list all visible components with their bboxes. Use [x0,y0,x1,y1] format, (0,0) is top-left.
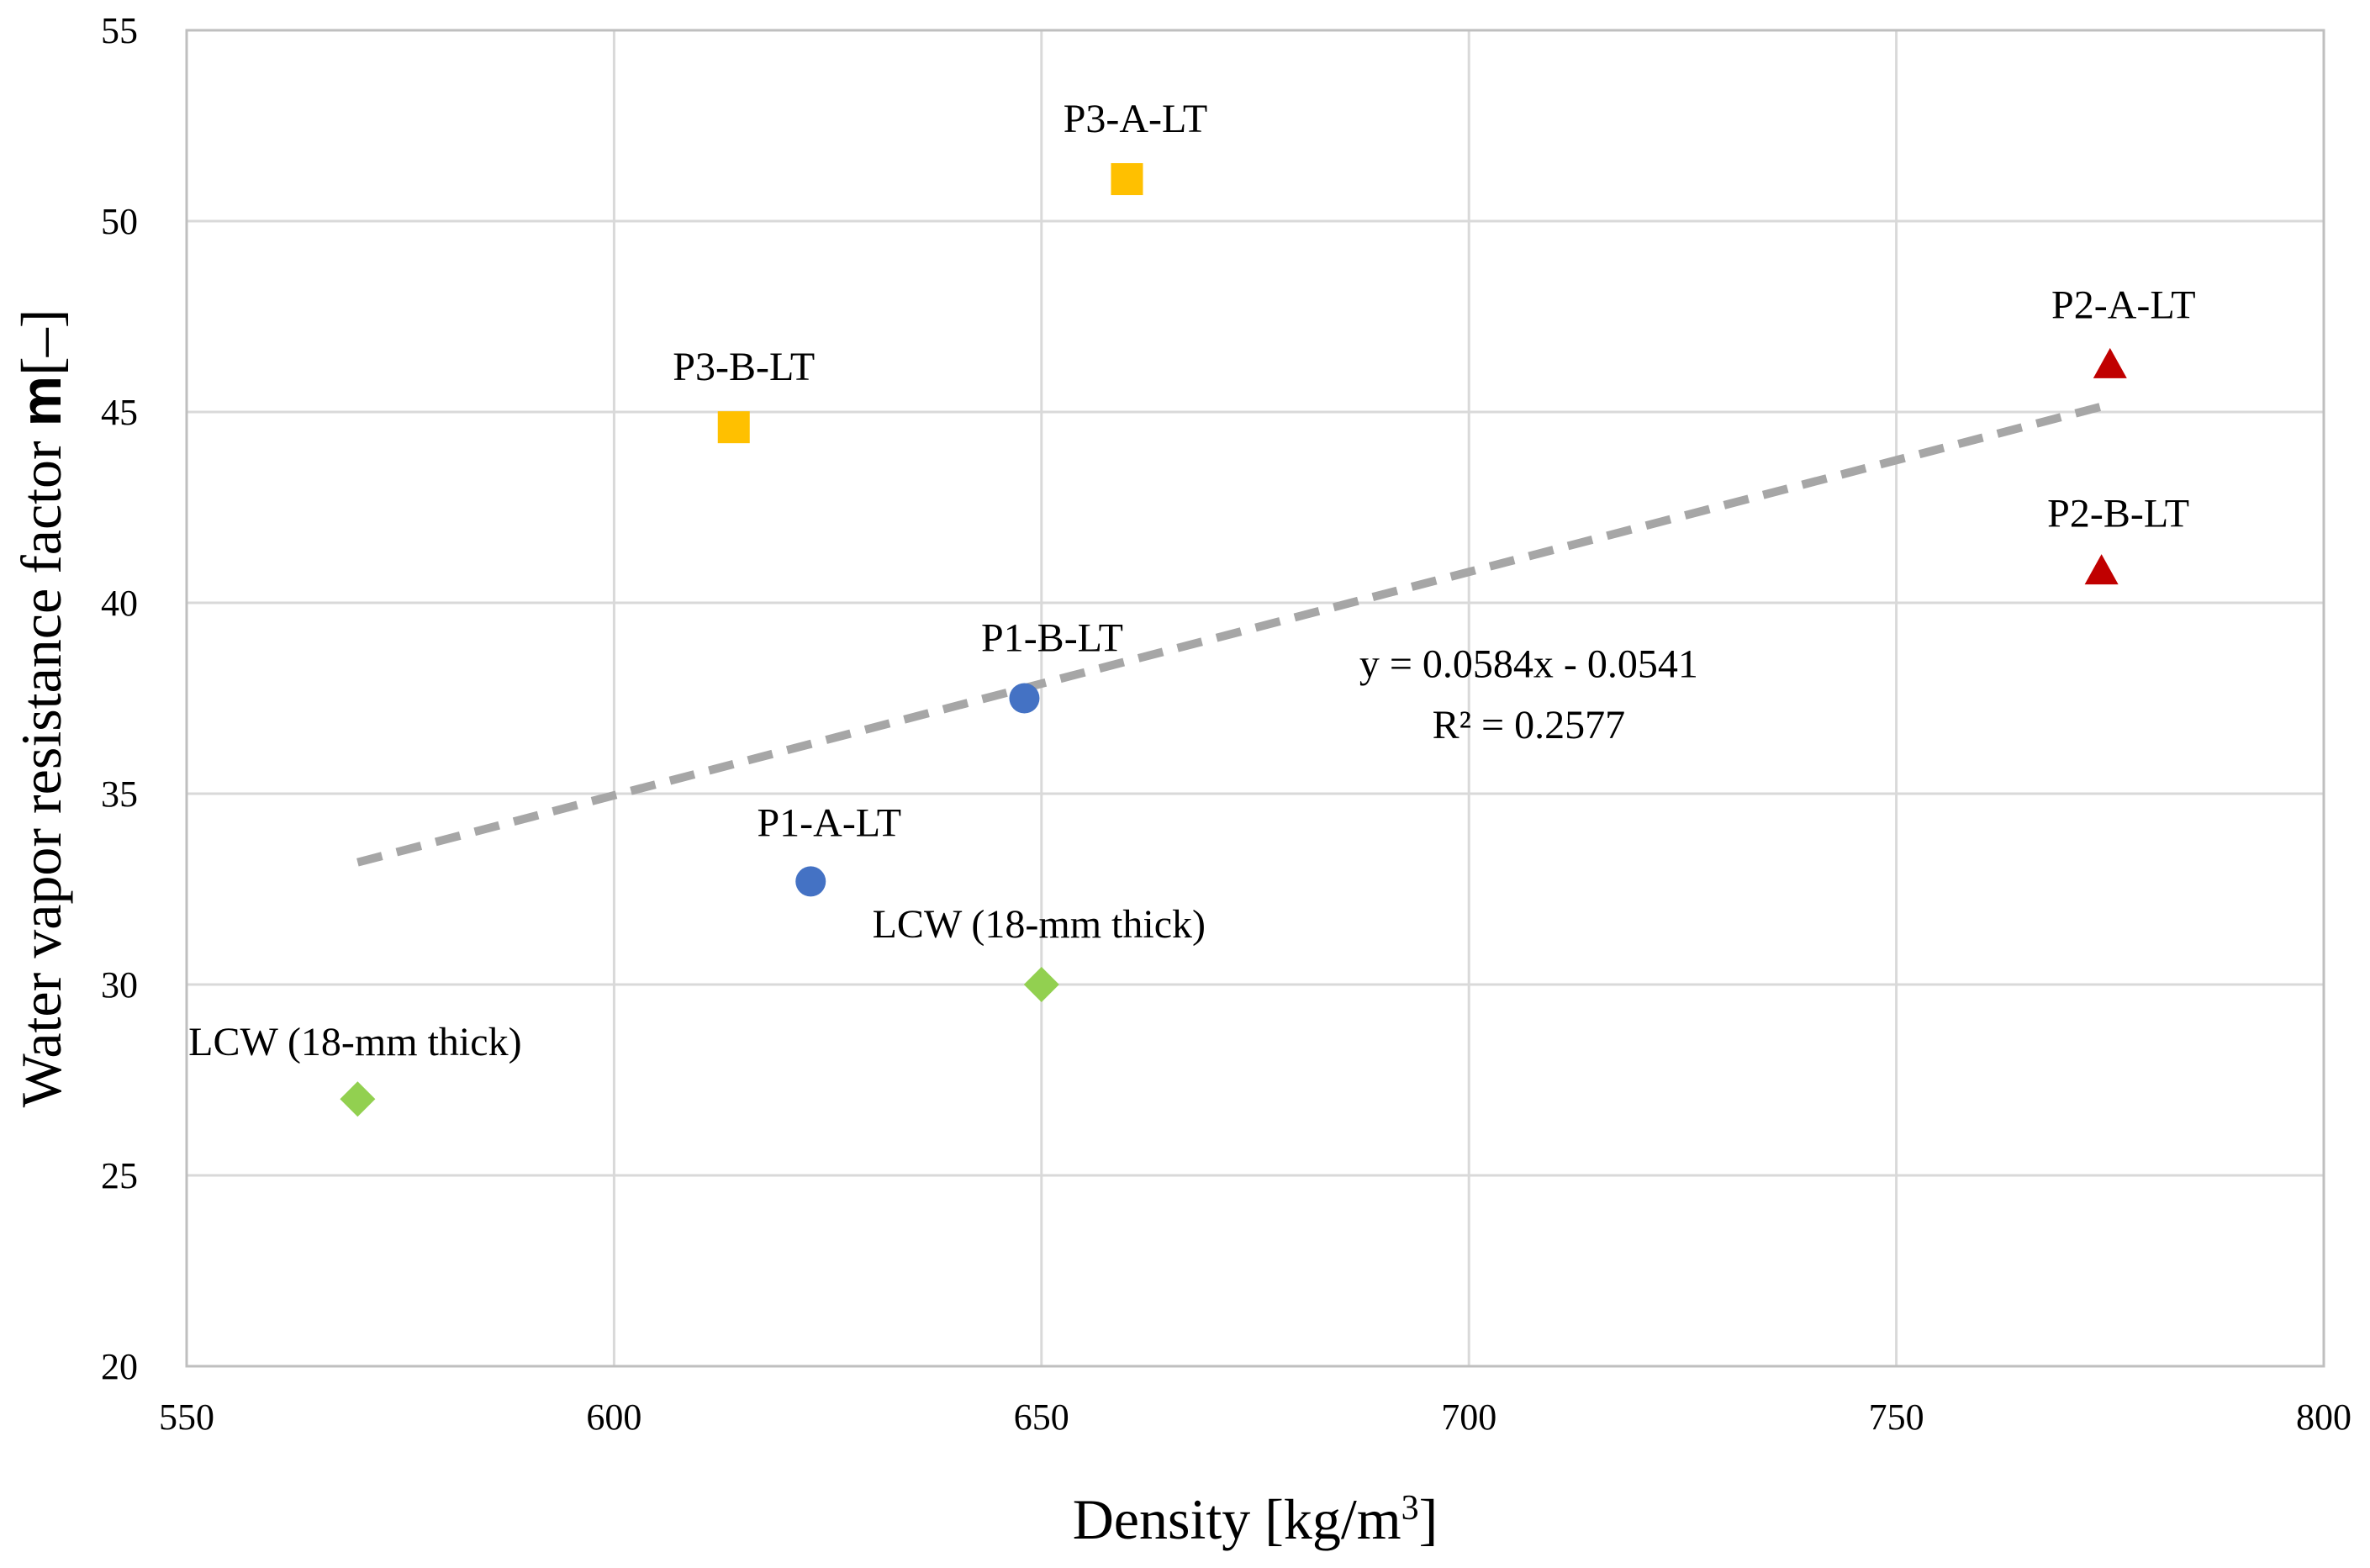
x-tick-label-700: 700 [1441,1396,1496,1438]
x-tick-label-550: 550 [159,1396,214,1438]
x-tick-label-750: 750 [1869,1396,1924,1438]
x-axis-title-end: ] [1419,1487,1438,1551]
data-point-p3-2 [717,411,750,444]
point-labels: P1-A-LT P1-B-LT P2-A-LT P2-B-LT P3-A-LT P3-B-… [188,97,2195,1064]
y-tick-label-55: 55 [101,10,138,51]
point-label-p2-1: P2-A-LT [2051,283,2196,328]
data-point-p3-1 [1111,163,1143,196]
y-tick-label-20: 20 [101,1346,138,1387]
data-point-lcw-2 [340,1081,376,1117]
y-axis-title-symbol: m [9,376,73,426]
x-axis-title: Density [kg/m3] [1073,1487,1438,1551]
data-point-p1-1 [795,866,826,897]
point-label-p3-2: P3-B-LT [673,345,815,389]
y-tick-label-25: 25 [101,1155,138,1196]
y-axis-title: Water vapor resistance factor m[–] [9,309,73,1108]
y-tick-label-45: 45 [101,392,138,433]
trendline-r-squared: R² = 0.2577 [1433,703,1625,747]
y-tick-label-30: 30 [101,964,138,1006]
grid-lines [187,30,2324,1366]
y-axis-title-main: Water vapor resistance factor [9,426,73,1107]
point-label-p1-1: P1-A-LT [757,800,901,845]
point-label-lcw-1: LCW (18-mm thick) [873,902,1206,947]
point-label-p1-2: P1-B-LT [981,616,1123,661]
trendline [356,400,2112,867]
tick-labels: 550 600 650 700 750 800 20 25 30 35 40 45 50 55 [101,10,2352,1438]
data-point-p2-2 [2084,554,2119,585]
y-axis-title-end: [–] [9,309,73,376]
point-label-lcw-2: LCW (18-mm thick) [188,1020,521,1064]
x-tick-label-650: 650 [1014,1396,1069,1438]
x-axis-title-superscript: 3 [1401,1489,1419,1528]
plot-area-border [185,29,2325,1368]
data-points [340,163,2127,1117]
y-tick-label-40: 40 [101,583,138,624]
data-point-p1-2 [1009,683,1040,714]
trendline-equation: y = 0.0584x - 0.0541 [1359,642,1698,687]
y-tick-label-50: 50 [101,201,138,242]
x-tick-label-800: 800 [2296,1396,2352,1438]
y-tick-label-35: 35 [101,773,138,815]
trendline-group [356,400,2112,867]
point-label-p3-1: P3-A-LT [1064,97,1208,141]
data-point-p2-1 [2093,347,2127,378]
x-axis-title-main: Density [kg/m [1073,1487,1401,1551]
point-label-p2-2: P2-B-LT [2047,492,2189,536]
x-tick-label-600: 600 [586,1396,641,1438]
data-point-lcw-1 [1023,967,1059,1002]
